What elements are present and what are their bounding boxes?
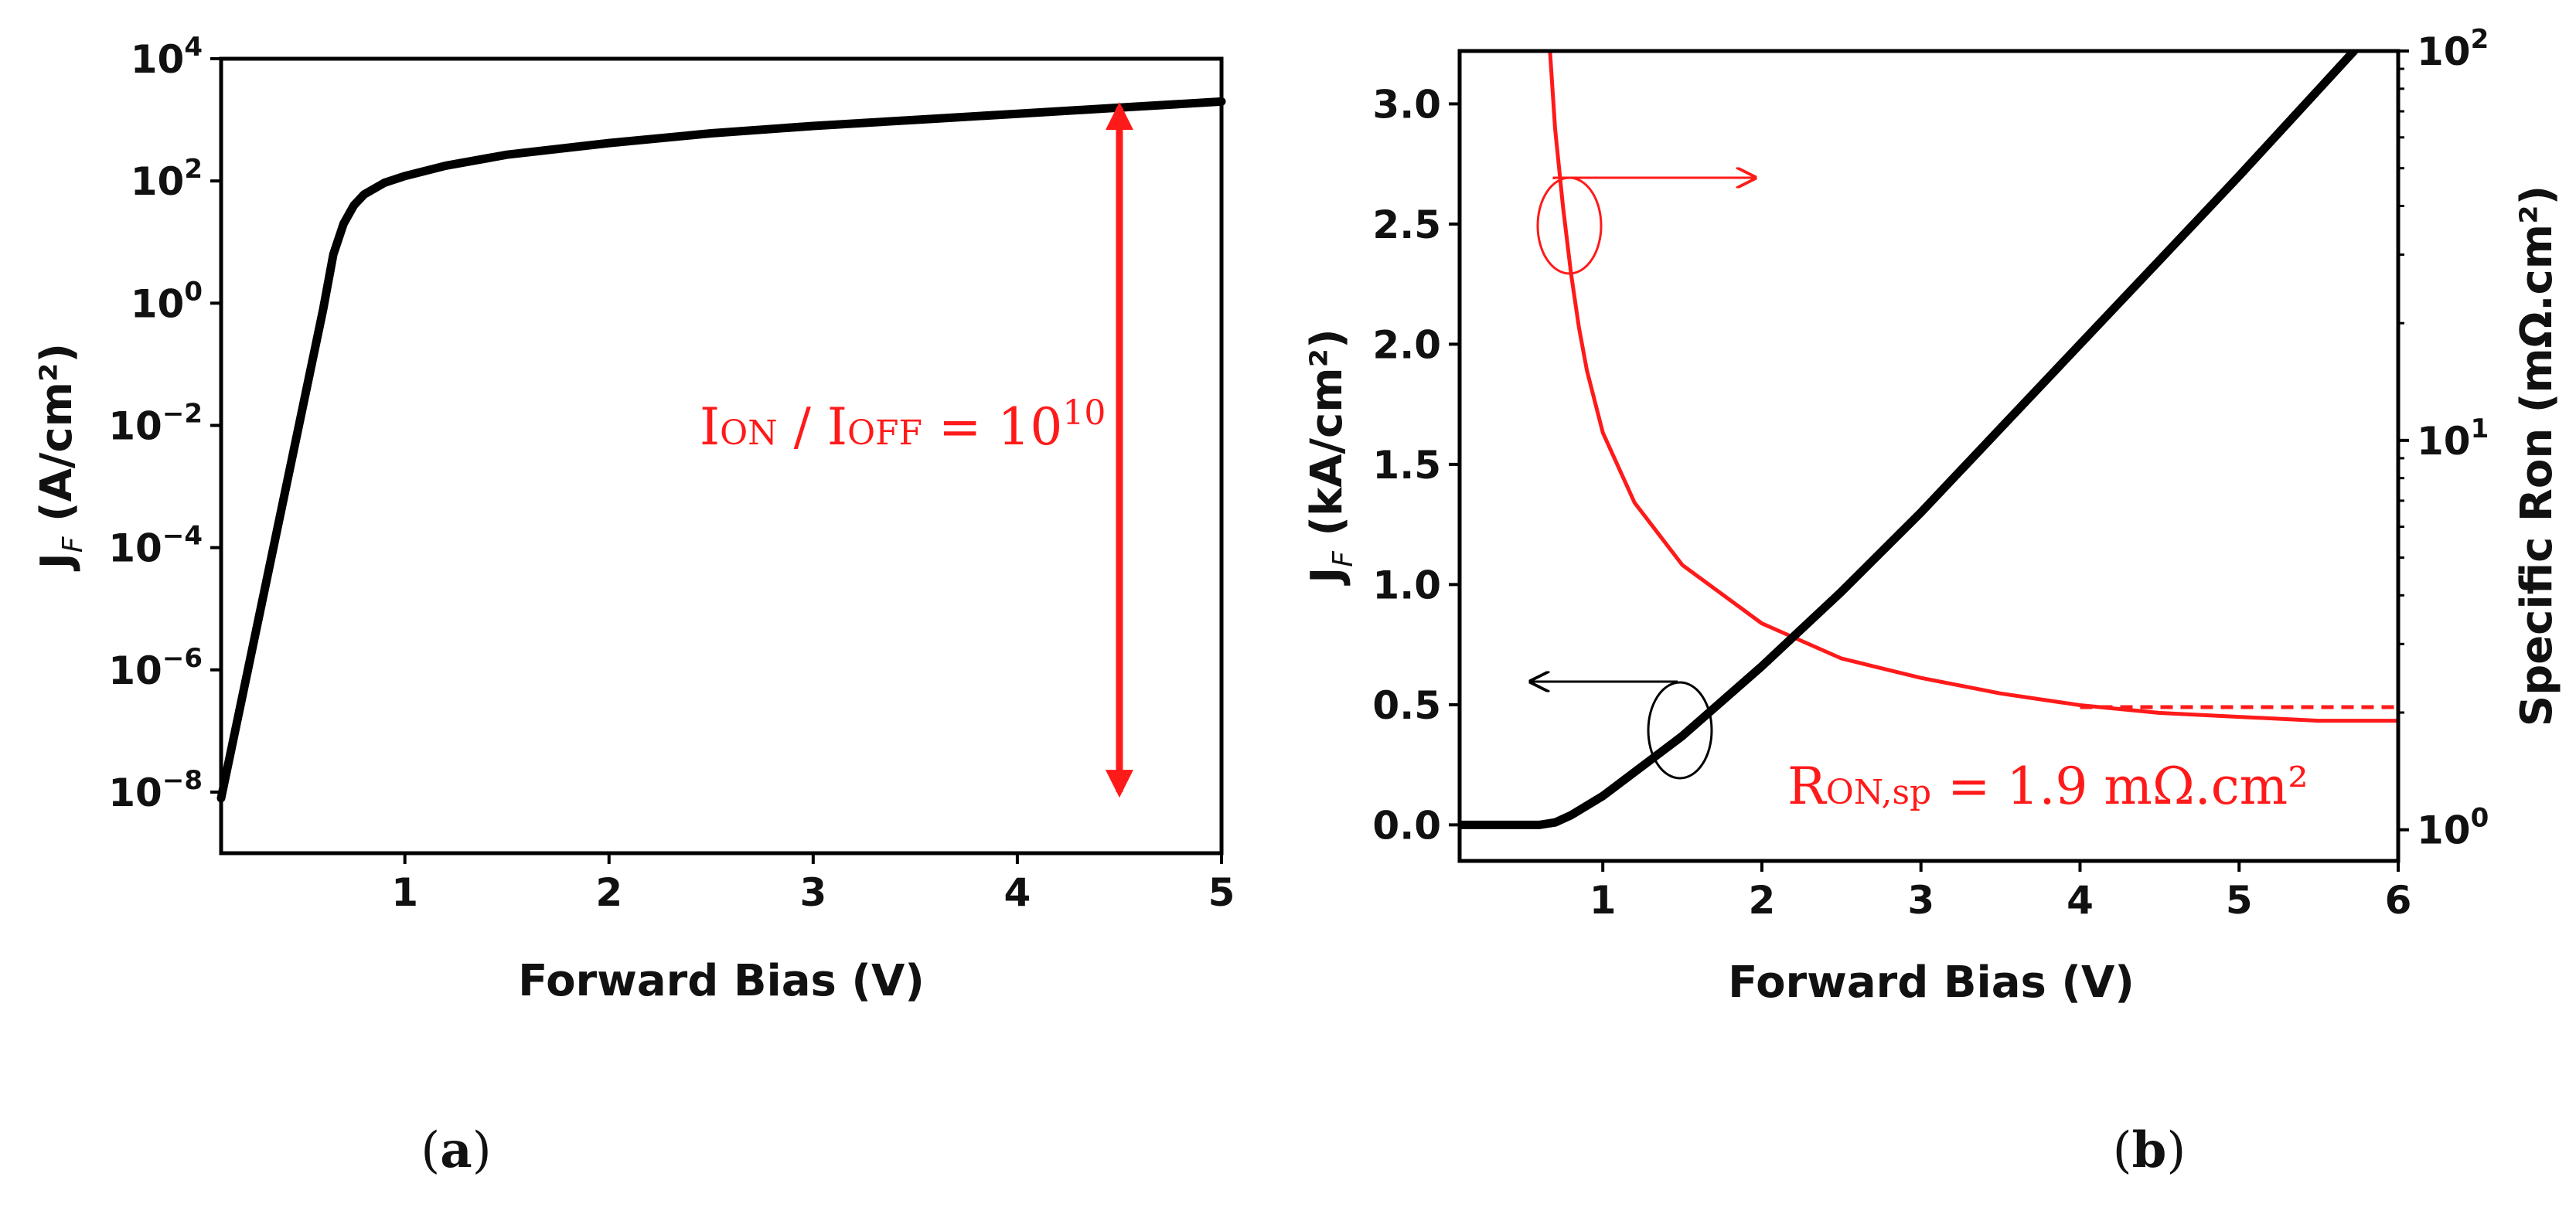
ion-i: I bbox=[700, 397, 720, 457]
ion-slash-i: / I bbox=[778, 397, 847, 457]
panel-b-x-tick-label: 6 bbox=[2385, 878, 2412, 923]
panel-a-x-axis-title: Forward Bias (V) bbox=[518, 956, 925, 1006]
panel-b-specific-ron-curve bbox=[1548, 51, 2398, 723]
panel-b-x-tick-label: 3 bbox=[1907, 878, 1934, 923]
ron-sub: ON,sp bbox=[1826, 773, 1932, 812]
panel-b-y-tick-label: 2.5 bbox=[1372, 202, 1441, 247]
panel-a-x-tick-label: 4 bbox=[1004, 870, 1031, 915]
panel-b-y-tick-label: 3.0 bbox=[1372, 82, 1441, 127]
panel-b-y-tick-label: 0.5 bbox=[1372, 683, 1441, 728]
ratio-base: = 10 bbox=[922, 397, 1062, 457]
panel-a-y-tick-label: 10−6 bbox=[108, 643, 203, 693]
panel-a-ylabel-main: J bbox=[32, 553, 82, 572]
panel-b-y2-tick-base: 10 bbox=[2417, 419, 2471, 464]
panel-b-y-axis-title: JF (kA/cm²) bbox=[1302, 328, 1359, 586]
panel-a-y-tick-label: 10−8 bbox=[108, 765, 203, 815]
panel-a-y-tick-base: 10 bbox=[108, 526, 162, 571]
panel-a-y-tick-exp: 0 bbox=[184, 276, 203, 307]
panel-b-x-tick-label: 5 bbox=[2226, 878, 2253, 923]
panel-a-y-tick-exp: −6 bbox=[162, 643, 203, 674]
panel-b-y-tick-label: 1.5 bbox=[1372, 443, 1441, 488]
panel-a-y-tick-label: 102 bbox=[131, 154, 203, 204]
panel-b-plot-frame bbox=[1457, 49, 2401, 863]
panel-b-y2-axis-title: Specific Ron (mΩ.cm²) bbox=[2512, 185, 2562, 726]
panel-a-y-tick-base: 10 bbox=[131, 159, 185, 204]
panel-a-y-tick-exp: 2 bbox=[184, 154, 203, 185]
panel-b-ylabel-unit: (kA/cm²) bbox=[1302, 328, 1352, 551]
panel-a-y-tick-exp: 4 bbox=[184, 32, 203, 63]
panel-b-y2-tick-label: 101 bbox=[2417, 413, 2489, 464]
panel-a-y-tick-exp: −8 bbox=[162, 765, 203, 796]
ratio-exp: 10 bbox=[1062, 393, 1106, 433]
panel-a-caption-letter: a bbox=[440, 1121, 472, 1179]
panel-a-y-tick-base: 10 bbox=[131, 281, 185, 326]
panel-a-ion-ioff-annotation: ION / IOFF = 1010 bbox=[700, 393, 1106, 457]
panel-b-y2-tick-base: 10 bbox=[2417, 808, 2471, 853]
panel-a-caption-close: ) bbox=[472, 1122, 492, 1179]
panel-a-y-tick-label: 10−4 bbox=[108, 521, 203, 571]
panel-a-y-tick-base: 10 bbox=[108, 648, 162, 693]
panel-a-y-tick-label: 104 bbox=[131, 32, 203, 82]
panel-b-caption-close: ) bbox=[2166, 1122, 2186, 1179]
panel-a-x-tick-label: 1 bbox=[391, 870, 418, 915]
panel-a-x-tick-label: 3 bbox=[799, 870, 826, 915]
panel-b-ylabel-sub: F bbox=[1327, 550, 1359, 567]
ron-r: R bbox=[1787, 757, 1828, 816]
panel-b-y2-tick-exp: 1 bbox=[2471, 413, 2489, 444]
panel-b-jf-curve bbox=[1460, 51, 2360, 829]
panel-b-y-tick-label: 0.0 bbox=[1372, 803, 1441, 848]
panel-a-y-axis-title: JF (A/cm²) bbox=[32, 343, 89, 572]
panel-a-y-tick-exp: −4 bbox=[162, 521, 203, 552]
panel-b-x-axis-title: Forward Bias (V) bbox=[1728, 958, 2135, 1008]
panel-b-caption-letter: b bbox=[2132, 1121, 2167, 1179]
ron-value: = 1.9 mΩ.cm² bbox=[1931, 757, 2309, 816]
panel-b-jf-series-ellipse bbox=[1647, 681, 1713, 780]
panel-b-y2-tick-label: 102 bbox=[2417, 24, 2489, 74]
panel-a-y-tick-label: 100 bbox=[131, 276, 203, 326]
panel-b-ron-series-arrow bbox=[1552, 178, 1755, 179]
panel-b-y2-tick-exp: 2 bbox=[2471, 24, 2489, 55]
panel-b-y2-tick-exp: 0 bbox=[2471, 803, 2489, 834]
ion-sub: ON bbox=[720, 413, 778, 453]
panel-a-jf-curve bbox=[216, 97, 1226, 803]
panel-a-x-tick-label: 5 bbox=[1208, 870, 1235, 915]
panel-a-y-tick-label: 10−2 bbox=[108, 398, 203, 448]
panel-b-y-tick-label: 2.0 bbox=[1372, 322, 1441, 367]
panel-b-x-tick-label: 2 bbox=[1749, 878, 1776, 923]
panel-a-y-tick-base: 10 bbox=[131, 37, 185, 82]
panel-a-plot-frame bbox=[219, 56, 1224, 856]
panel-a-y-tick-base: 10 bbox=[108, 403, 162, 448]
panel-b-caption: (b) bbox=[2113, 1121, 2186, 1179]
panel-b-x-tick-label: 4 bbox=[2067, 878, 2094, 923]
panel-b-y2-tick-base: 10 bbox=[2417, 29, 2471, 74]
panel-a-caption: (a) bbox=[421, 1121, 491, 1179]
ioff-sub: OFF bbox=[847, 413, 922, 453]
panel-b-caption-open: ( bbox=[2113, 1122, 2132, 1179]
panel-a-ylabel-sub: F bbox=[57, 536, 89, 553]
panel-a-caption-open: ( bbox=[421, 1122, 440, 1179]
panel-b-ylabel-main: J bbox=[1302, 567, 1352, 587]
panel-b-ron-sp-annotation: RON,sp = 1.9 mΩ.cm² bbox=[1787, 757, 2309, 816]
panel-a-y-tick-base: 10 bbox=[108, 770, 162, 815]
panel-a-x-tick-label: 2 bbox=[595, 870, 622, 915]
panel-b-y2-tick-label: 100 bbox=[2417, 803, 2489, 853]
panel-a-ylabel-unit: (A/cm²) bbox=[32, 343, 82, 537]
panel-a-y-tick-exp: −2 bbox=[162, 398, 203, 429]
panel-b-y-tick-label: 1.0 bbox=[1372, 563, 1441, 607]
panel-b-x-tick-label: 1 bbox=[1590, 878, 1617, 923]
